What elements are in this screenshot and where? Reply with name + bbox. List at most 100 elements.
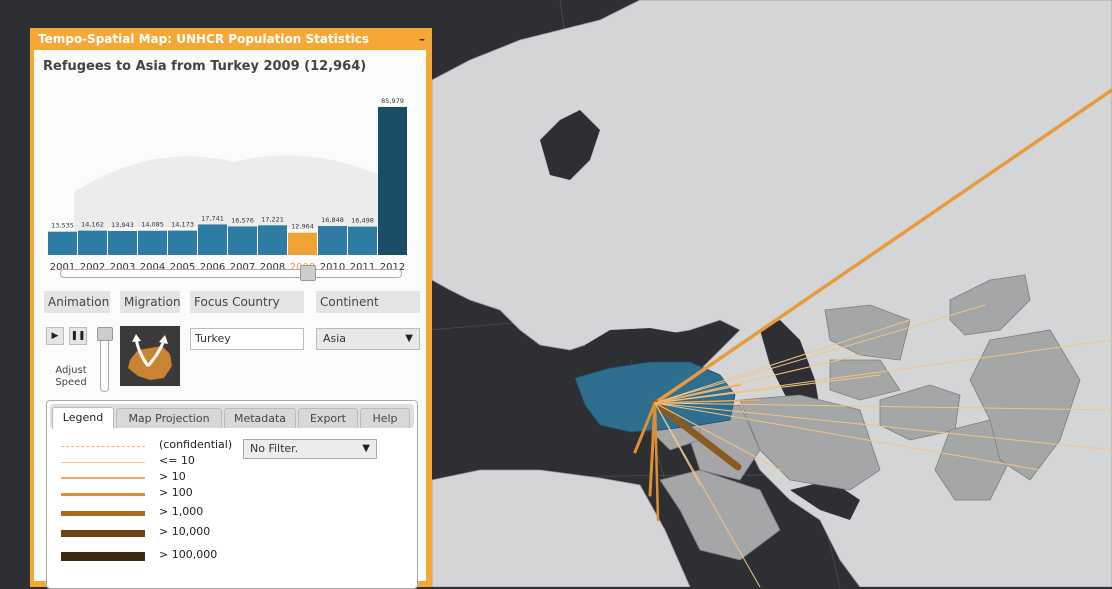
year-label[interactable]: 2005 [170, 262, 195, 273]
bar-2008[interactable] [258, 225, 287, 255]
legend-line-swatch [61, 445, 145, 447]
filter-value: No Filter. [250, 442, 299, 455]
year-bar-chart[interactable]: 13,535 14,162 13,943 14,085 14,173 17,741 16,5… [34, 82, 426, 274]
adjust-label-line2: Speed [55, 377, 87, 388]
tab-bar: Legend Map Projection Metadata Export He… [50, 404, 414, 429]
chevron-down-icon: ▼ [405, 333, 413, 344]
chart-year-labels: 2001200220032004200520062007200820092010… [50, 262, 405, 273]
bar-value-label: 16,498 [351, 217, 374, 225]
bar-2004[interactable] [138, 230, 167, 255]
tab-metadata[interactable]: Metadata [224, 408, 296, 428]
animation-header: Animation [44, 291, 110, 313]
bar-value-label: 12,964 [291, 223, 314, 231]
flow-line-arabia2 [653, 401, 660, 522]
bar-value-label: 16,848 [321, 216, 344, 224]
country-turkmenistan [829, 359, 901, 401]
legend-label: > 100,000 [159, 548, 218, 561]
legend-label: <= 10 [159, 454, 195, 467]
tab-legend[interactable]: Legend [52, 407, 114, 429]
red-sea [648, 470, 720, 587]
focus-country-header: Focus Country [190, 291, 304, 313]
statistics-panel: Tempo-Spatial Map: UNHCR Population Stat… [30, 28, 432, 589]
bar-2009[interactable] [288, 232, 317, 255]
tab-help[interactable]: Help [360, 408, 410, 428]
year-label[interactable]: 2004 [140, 262, 165, 273]
country-iran [739, 394, 881, 491]
year-label[interactable]: 2006 [200, 262, 225, 273]
bar-value-label: 13,943 [111, 221, 134, 229]
chevron-down-icon: ▼ [362, 443, 370, 454]
panel-body: Refugees to Asia from Turkey 2009 (12,96… [34, 50, 426, 589]
chart-title: Refugees to Asia from Turkey 2009 (12,96… [43, 59, 367, 74]
bar-2012[interactable] [378, 106, 407, 256]
bar-value-label: 17,741 [201, 214, 224, 222]
continent-select[interactable]: Asia ▼ [316, 328, 420, 350]
pause-icon: ❚❚ [70, 331, 86, 341]
legend-line-swatch [61, 492, 145, 496]
year-label[interactable]: 2011 [350, 262, 375, 273]
migration-mode-button[interactable] [120, 326, 180, 386]
legend-line-swatch [61, 461, 145, 463]
flow-line-syria [633, 401, 657, 454]
bar-value-label: 16,576 [231, 216, 254, 224]
flow-line-iraq [651, 399, 742, 471]
bar-2003[interactable] [108, 230, 137, 255]
bar-2011[interactable] [348, 226, 377, 255]
tab-container: Legend Map Projection Metadata Export He… [46, 400, 418, 589]
year-label[interactable]: 2002 [80, 262, 105, 273]
continent-header: Continent [316, 291, 420, 313]
bar-2002[interactable] [78, 230, 107, 255]
chart-value-labels: 13,535 14,162 13,943 14,085 14,173 17,741 16,5… [51, 97, 404, 231]
continent-value: Asia [323, 332, 347, 345]
legend-line-swatch [61, 551, 145, 561]
mediterranean-sea [432, 380, 640, 470]
legend-label: (confidential) [159, 438, 233, 451]
legend-label: > 10 [159, 470, 186, 483]
year-label[interactable]: 2007 [230, 262, 255, 273]
bar-2010[interactable] [318, 225, 347, 255]
destination-countries [654, 274, 1081, 561]
bar-2001[interactable] [48, 231, 77, 255]
migration-map-icon [128, 334, 172, 380]
year-label[interactable]: 2003 [110, 262, 135, 273]
tab-map-projection[interactable]: Map Projection [116, 408, 222, 428]
bar-2006[interactable] [198, 224, 227, 255]
focus-country-input[interactable]: Turkey [190, 328, 304, 350]
legend-label: > 1,000 [159, 505, 204, 518]
minimize-button[interactable]: – [419, 32, 425, 46]
caspian-sea [760, 320, 820, 415]
adjust-label-line1: Adjust [55, 365, 87, 376]
flow-line-long [653, 88, 1112, 405]
pause-button[interactable]: ❚❚ [69, 327, 87, 345]
legend-label: > 10,000 [159, 525, 211, 538]
legend-line-swatch [61, 529, 145, 537]
bar-value-label: 17,221 [261, 215, 284, 223]
speed-slider-thumb[interactable] [97, 327, 113, 341]
africa-land [431, 469, 691, 587]
year-slider-track[interactable] [60, 269, 402, 278]
year-label[interactable]: 2012 [380, 262, 405, 273]
legend-filter-select[interactable]: No Filter. ▼ [243, 439, 377, 459]
bar-2005[interactable] [168, 230, 197, 255]
world-watermark [74, 155, 394, 232]
country-turkey-focus[interactable] [574, 361, 736, 433]
bar-2007[interactable] [228, 226, 257, 255]
play-icon: ▶ [51, 331, 59, 341]
bar-value-label: 14,173 [171, 221, 194, 229]
play-button[interactable]: ▶ [46, 327, 64, 345]
adjust-speed-label: Adjust Speed [46, 365, 96, 389]
baltic-sea [540, 110, 600, 180]
year-slider-thumb[interactable] [300, 265, 316, 281]
panel-titlebar[interactable]: Tempo-Spatial Map: UNHCR Population Stat… [30, 28, 432, 50]
panel-title: Tempo-Spatial Map: UNHCR Population Stat… [38, 32, 370, 46]
legend-line-swatch [61, 510, 145, 516]
persian-gulf [790, 480, 860, 520]
year-label[interactable]: 2008 [260, 262, 285, 273]
legend-line-swatch [61, 477, 145, 479]
year-label[interactable]: 2010 [320, 262, 345, 273]
migration-flows [633, 88, 1112, 587]
year-label[interactable]: 2001 [50, 262, 75, 273]
legend-label: > 100 [159, 486, 193, 499]
black-sea [585, 328, 700, 365]
tab-export[interactable]: Export [298, 408, 358, 428]
